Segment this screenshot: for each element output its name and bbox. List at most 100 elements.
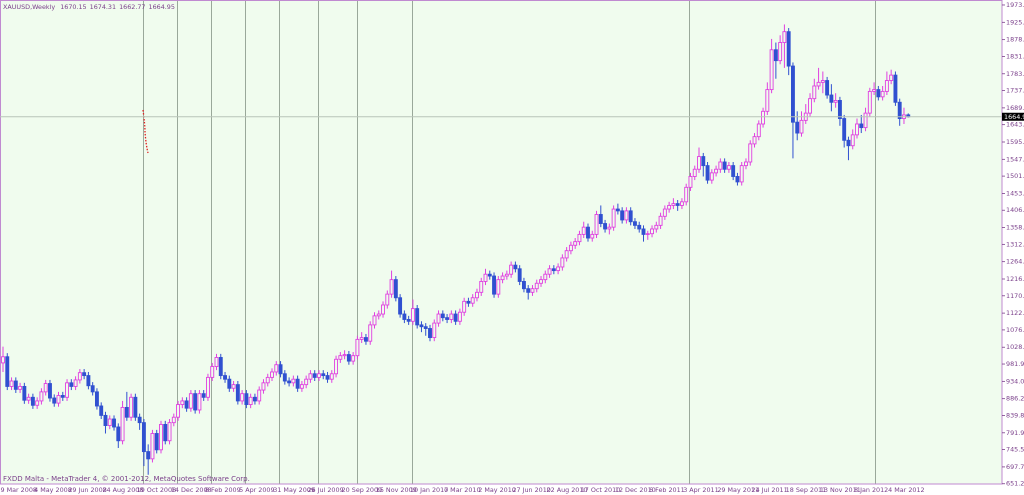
candle-body: [419, 324, 424, 328]
vertical-lines: [143, 0, 876, 484]
y-tick-label: 1170.40: [1006, 292, 1024, 300]
candle-body: [445, 317, 450, 320]
candle-body: [99, 405, 104, 416]
candle-body: [299, 384, 304, 389]
y-tick-label: 1689.50: [1006, 104, 1024, 112]
candle-body: [133, 396, 138, 418]
close-value: 1664.95: [149, 3, 175, 11]
candle-body: [893, 74, 898, 103]
candle-body: [620, 210, 625, 221]
candle-body: [410, 308, 415, 322]
candle-body: [423, 326, 428, 329]
x-tick-label: 31 May 2009: [273, 486, 315, 494]
candle-body: [829, 94, 834, 103]
candle-body: [637, 224, 642, 230]
chart-background: [0, 0, 1002, 484]
y-tick-label: 651.20: [1006, 480, 1024, 488]
candle-body: [440, 313, 445, 319]
candle-body: [86, 375, 91, 387]
candle-body: [282, 373, 287, 382]
x-tick-label: 8 Jan 2012: [854, 486, 888, 494]
candle-body: [210, 366, 215, 378]
x-tick-label: 10 Jan 2010: [410, 486, 448, 494]
candle-body: [90, 385, 95, 393]
symbol-title: XAUUSD,Weekly: [3, 3, 55, 11]
candle-body: [526, 288, 531, 293]
candle-body: [82, 372, 87, 377]
candle-body: [624, 210, 629, 221]
x-tick-label: 2 May 2010: [478, 486, 516, 494]
candle-body: [479, 281, 484, 293]
candle-body: [825, 80, 830, 96]
candle-body: [475, 291, 479, 299]
candle-body: [466, 300, 471, 304]
x-tick-label: 4 Mar 2012: [888, 486, 924, 494]
candle-body: [278, 364, 283, 375]
x-tick-label: 18 Sep 2011: [786, 486, 827, 494]
x-tick-label: 5 Apr 2009: [239, 486, 274, 494]
candle-body: [13, 380, 18, 390]
candle-body: [509, 264, 514, 275]
candle-body: [188, 393, 193, 409]
candle-body: [884, 80, 889, 92]
candle-body: [355, 338, 360, 357]
y-tick-label: 1831.60: [1006, 52, 1024, 60]
candle-body: [359, 337, 364, 340]
y-tick-label: 934.05: [1006, 377, 1024, 385]
candle-body: [594, 214, 599, 235]
candle-body: [590, 233, 595, 239]
candle-body: [603, 223, 608, 230]
candle-body: [897, 101, 902, 120]
candle-body: [184, 400, 189, 409]
chart-border: [0, 0, 1003, 485]
candle-body: [163, 424, 168, 442]
candle-body: [129, 396, 134, 418]
candle-body: [146, 451, 151, 460]
candle-body: [368, 324, 373, 342]
x-tick-label: 19 Oct 2008: [137, 486, 177, 494]
open-value: 1670.15: [60, 3, 86, 11]
candle-body: [607, 226, 612, 230]
candle-body: [180, 400, 185, 405]
candle-body: [351, 355, 356, 362]
candle-body: [270, 371, 274, 378]
candle-body: [154, 433, 159, 451]
candle-body: [735, 176, 740, 183]
x-tick-label: 14 Dec 2008: [171, 486, 212, 494]
y-tick-label: 1783.70: [1006, 70, 1024, 78]
candle-body: [765, 89, 770, 112]
candle-body: [697, 156, 701, 170]
candle-body: [692, 168, 697, 177]
candle-body: [658, 215, 663, 226]
candle-body: [756, 123, 761, 138]
candle-body: [560, 257, 565, 268]
candle-body: [556, 266, 561, 272]
candle-body: [722, 161, 727, 170]
candle-body: [769, 49, 774, 91]
candle-body: [876, 89, 881, 98]
y-tick-label: 1595.25: [1006, 138, 1024, 146]
y-tick-label: 1264.65: [1006, 258, 1024, 266]
candle-body: [252, 396, 257, 402]
candle-body: [30, 396, 35, 406]
candle-body: [791, 65, 795, 123]
candle-body: [94, 391, 99, 407]
candle-body: [291, 378, 296, 384]
candle-body: [393, 279, 398, 299]
candle-body: [543, 273, 548, 281]
candle-body: [521, 281, 526, 290]
candle-body: [406, 319, 411, 322]
candle-body: [675, 203, 680, 206]
candle-body: [842, 118, 847, 141]
candle-body: [816, 81, 821, 87]
candle-body: [287, 380, 292, 384]
candle-body: [492, 275, 496, 295]
y-tick-label: 1358.90: [1006, 224, 1024, 232]
candle-body: [581, 226, 586, 235]
candle-body: [684, 186, 689, 203]
candle-body: [547, 268, 552, 275]
candle-body: [679, 201, 684, 206]
candle-body: [513, 264, 518, 270]
candle-body: [334, 358, 339, 375]
y-tick-label: 791.95: [1006, 429, 1024, 437]
